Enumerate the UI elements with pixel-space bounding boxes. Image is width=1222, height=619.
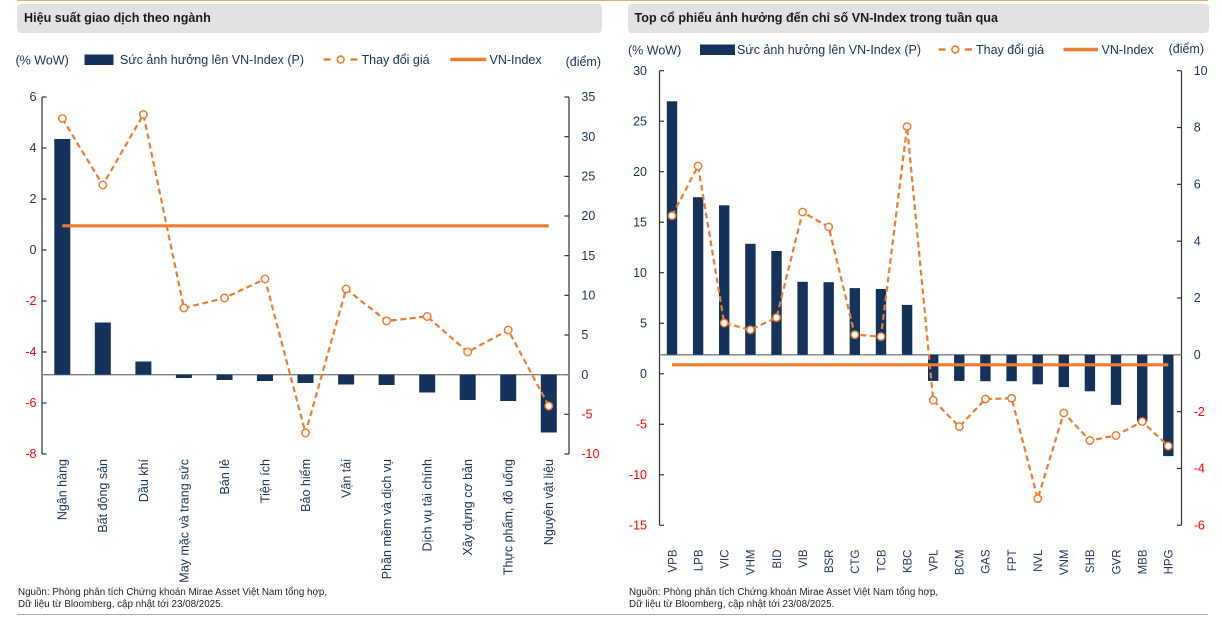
- svg-text:30: 30: [633, 64, 647, 78]
- svg-text:TCB: TCB: [876, 549, 888, 572]
- svg-text:0: 0: [30, 243, 37, 257]
- svg-text:10: 10: [633, 266, 647, 280]
- svg-text:(điểm): (điểm): [566, 55, 601, 69]
- svg-text:GVR: GVR: [1111, 550, 1123, 575]
- svg-text:25: 25: [581, 170, 595, 184]
- svg-text:VHM: VHM: [746, 550, 758, 576]
- svg-text:Ngân hàng: Ngân hàng: [56, 459, 70, 520]
- svg-text:35: 35: [581, 90, 595, 104]
- svg-text:VN-Index: VN-Index: [1102, 43, 1155, 57]
- svg-text:Bất động sản: Bất động sản: [96, 459, 110, 533]
- svg-text:0: 0: [581, 368, 588, 382]
- svg-text:-4: -4: [25, 345, 36, 359]
- svg-text:20: 20: [633, 165, 647, 179]
- svg-text:-15: -15: [629, 519, 647, 533]
- svg-text:0: 0: [640, 367, 647, 381]
- svg-text:-8: -8: [25, 447, 36, 461]
- svg-text:May mặc và trang sức: May mặc và trang sức: [177, 459, 191, 583]
- svg-text:BCM: BCM: [955, 550, 967, 576]
- svg-text:4: 4: [1194, 234, 1201, 248]
- svg-text:4: 4: [30, 141, 37, 155]
- svg-text:-2: -2: [25, 294, 36, 308]
- svg-text:Sức ảnh hưởng lên VN-Index (P): Sức ảnh hưởng lên VN-Index (P): [120, 53, 304, 67]
- svg-text:-10: -10: [581, 447, 599, 461]
- svg-text:Thực phẩm, đồ uống: Thực phẩm, đồ uống: [502, 459, 516, 575]
- svg-text:KBC: KBC: [902, 550, 914, 574]
- svg-text:5: 5: [640, 316, 647, 330]
- svg-text:Bán lẻ: Bán lẻ: [218, 459, 232, 494]
- svg-text:FPT: FPT: [1007, 550, 1019, 572]
- svg-text:(điểm): (điểm): [1169, 42, 1204, 56]
- svg-text:Thay đổi giá: Thay đổi giá: [362, 53, 430, 67]
- svg-text:(% WoW): (% WoW): [628, 44, 681, 58]
- svg-text:-2: -2: [1194, 405, 1205, 419]
- svg-text:-4: -4: [1194, 462, 1205, 476]
- svg-text:Thay đổi giá: Thay đổi giá: [976, 43, 1044, 57]
- svg-text:NVL: NVL: [1033, 549, 1045, 572]
- svg-text:2: 2: [1194, 291, 1201, 305]
- svg-text:-6: -6: [25, 396, 36, 410]
- svg-text:-6: -6: [1194, 519, 1205, 533]
- svg-text:Dầu khí: Dầu khí: [137, 458, 151, 502]
- svg-text:Vận tải: Vận tải: [340, 459, 354, 498]
- svg-text:15: 15: [633, 215, 647, 229]
- svg-text:30: 30: [581, 130, 595, 144]
- svg-text:10: 10: [581, 289, 595, 303]
- svg-text:VIB: VIB: [798, 549, 810, 568]
- svg-text:-5: -5: [636, 417, 647, 431]
- svg-text:20: 20: [581, 209, 595, 223]
- svg-text:LPB: LPB: [693, 549, 705, 571]
- svg-text:6: 6: [30, 90, 37, 104]
- svg-text:VIC: VIC: [720, 550, 732, 569]
- svg-text:-5: -5: [581, 408, 592, 422]
- svg-text:Bảo hiểm: Bảo hiểm: [299, 459, 313, 512]
- svg-text:SHB: SHB: [1085, 549, 1097, 573]
- svg-text:Nguyên vật liệu: Nguyên vật liệu: [542, 459, 556, 545]
- svg-text:Phần mềm và dịch vụ: Phần mềm và dịch vụ: [380, 459, 394, 579]
- svg-text:CTG: CTG: [850, 549, 862, 573]
- svg-text:HPG: HPG: [1164, 549, 1176, 574]
- svg-text:VPL: VPL: [929, 549, 941, 571]
- svg-text:6: 6: [1194, 178, 1201, 192]
- svg-text:(% WoW): (% WoW): [16, 54, 69, 68]
- svg-text:5: 5: [581, 328, 588, 342]
- svg-text:BID: BID: [772, 550, 784, 569]
- svg-text:25: 25: [633, 114, 647, 128]
- svg-text:GAS: GAS: [981, 549, 993, 574]
- svg-text:10: 10: [1194, 64, 1208, 78]
- svg-text:Xây dựng cơ bản: Xây dựng cơ bản: [461, 459, 475, 556]
- svg-text:VPB: VPB: [667, 549, 679, 572]
- svg-text:Dịch vụ tài chính: Dịch vụ tài chính: [421, 459, 435, 551]
- svg-text:2: 2: [30, 192, 37, 206]
- svg-text:MBB: MBB: [1138, 549, 1150, 574]
- svg-text:0: 0: [1194, 348, 1201, 362]
- svg-text:Tiện ích: Tiện ích: [258, 459, 272, 503]
- svg-text:VNM: VNM: [1059, 550, 1071, 576]
- svg-text:15: 15: [581, 249, 595, 263]
- svg-text:Sức ảnh hưởng lên VN-Index (P): Sức ảnh hưởng lên VN-Index (P): [737, 43, 921, 57]
- svg-text:VN-Index: VN-Index: [490, 53, 543, 67]
- svg-text:8: 8: [1194, 121, 1201, 135]
- svg-text:-10: -10: [629, 468, 647, 482]
- svg-text:BSR: BSR: [824, 550, 836, 574]
